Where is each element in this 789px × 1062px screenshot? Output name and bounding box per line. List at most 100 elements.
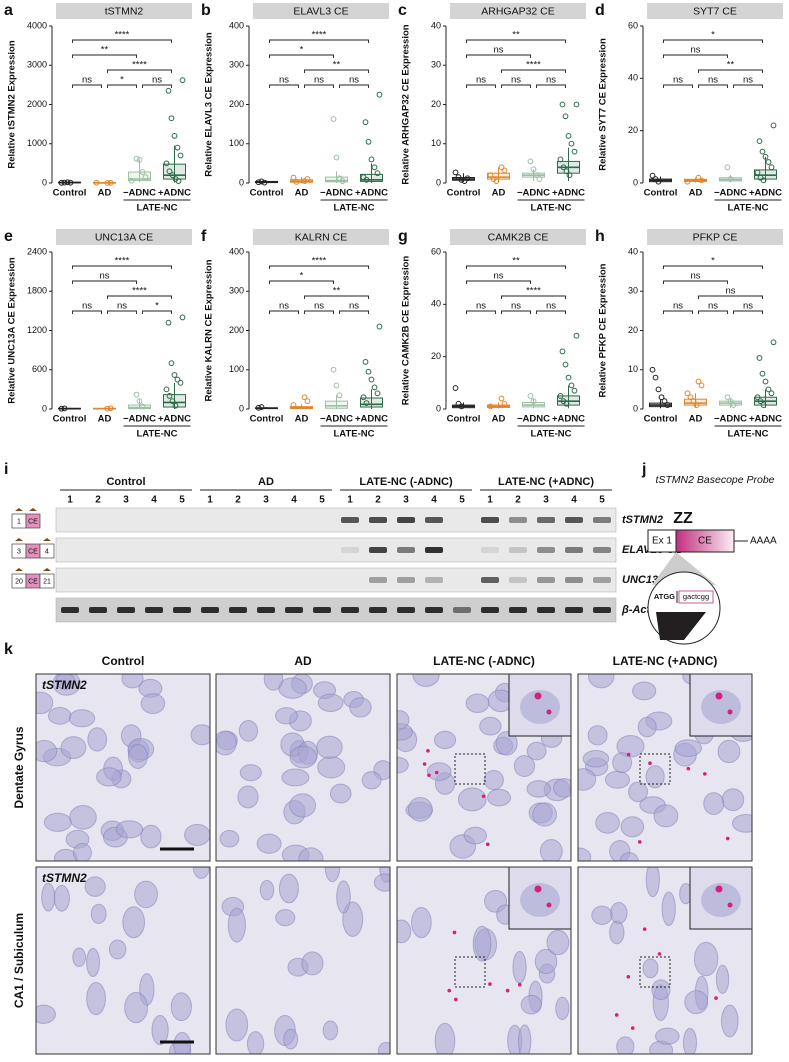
sig-bracket — [269, 310, 299, 314]
group-label: LATE-NC — [137, 203, 178, 214]
primer-arrow — [43, 568, 51, 571]
data-point — [301, 394, 308, 401]
data-point — [527, 393, 534, 399]
data-point — [649, 172, 656, 179]
nucleus — [124, 991, 149, 1024]
exon-label: 4 — [45, 548, 49, 555]
sig-bracket — [466, 39, 566, 43]
data-point — [365, 138, 372, 145]
nucleus — [225, 1008, 249, 1042]
nucleus — [216, 730, 237, 756]
y-tick-label: 0 — [633, 403, 638, 413]
chart-panel: b ELAVL3 CE Relative ELAVL3 CE Expression 0… — [201, 2, 389, 214]
y-tick-label: 400 — [229, 246, 244, 256]
data-point — [363, 176, 370, 183]
x-tick-label: −ADNC — [320, 188, 353, 199]
micrograph-frame — [396, 866, 572, 1055]
nucleus — [329, 783, 352, 804]
y-tick-label: 10 — [431, 138, 441, 148]
data-point — [360, 394, 367, 401]
nucleus — [637, 716, 657, 738]
sig-label: ** — [727, 60, 735, 71]
gel-strip — [55, 597, 617, 623]
nucleus — [47, 707, 72, 725]
gel-band — [145, 607, 163, 613]
nucleus — [259, 879, 275, 901]
nucleus — [651, 979, 671, 1001]
data-point — [565, 374, 572, 381]
micrograph-frame — [577, 673, 753, 862]
nucleus — [377, 1041, 390, 1054]
nucleus — [513, 755, 536, 778]
nucleus — [731, 813, 752, 833]
sig-label: ns — [673, 301, 683, 312]
sig-label: * — [300, 45, 304, 56]
data-point — [362, 359, 369, 365]
sig-bracket — [339, 310, 369, 314]
y-tick-label: 400 — [229, 20, 244, 30]
gel-band — [173, 607, 191, 613]
gel-band — [453, 607, 471, 613]
sig-bracket — [72, 280, 137, 284]
gel-band — [369, 577, 387, 583]
sig-bracket — [733, 310, 763, 314]
nucleus — [426, 762, 452, 781]
inset-dot — [727, 902, 733, 908]
y-tick-label: 200 — [229, 99, 244, 109]
data-point — [165, 87, 172, 94]
nucleus — [553, 778, 571, 798]
y-tick-label: 1000 — [27, 138, 47, 148]
data-point — [765, 386, 772, 393]
x-tick-label: Control — [644, 414, 678, 425]
nucleus — [479, 716, 502, 736]
y-tick-label: 100 — [229, 138, 244, 148]
nucleus — [517, 1024, 532, 1054]
inset-nucleus — [701, 883, 741, 917]
data-point — [293, 178, 300, 185]
rna-dot — [434, 770, 439, 775]
micrograph — [216, 867, 390, 1054]
gel-band — [509, 577, 527, 583]
y-axis-label: Relative UNC13A CE Expression — [7, 257, 18, 404]
rna-dot — [714, 996, 718, 1000]
data-point — [142, 174, 149, 181]
y-tick-label: 200 — [229, 325, 244, 335]
exon-label: 20 — [15, 578, 23, 585]
sig-bracket — [142, 310, 172, 314]
inset-dot — [534, 692, 542, 700]
gel-band — [537, 547, 555, 553]
data-point — [571, 148, 578, 155]
nucleus — [717, 739, 741, 764]
primer-arrow — [15, 538, 23, 541]
data-point — [760, 402, 767, 408]
data-point — [290, 174, 297, 181]
sig-label: ns — [511, 301, 521, 312]
sig-label: ** — [101, 45, 109, 56]
nucleus — [246, 1031, 265, 1054]
nucleus — [72, 947, 87, 968]
sig-bracket — [107, 84, 137, 88]
data-point — [139, 403, 146, 410]
data-point — [374, 170, 381, 177]
lane-number: 1 — [67, 495, 73, 506]
nucleus — [620, 816, 645, 838]
data-point — [168, 115, 175, 122]
data-point — [571, 387, 578, 394]
nucleus — [578, 847, 592, 861]
probe-zz: ZZ — [673, 510, 693, 527]
nucleus — [96, 767, 122, 787]
box — [128, 171, 151, 182]
nucleus — [86, 981, 106, 1016]
inset-nucleus — [701, 690, 741, 724]
nucleus — [336, 880, 351, 914]
nucleus — [36, 740, 58, 763]
nucleus — [546, 929, 570, 956]
sig-label: **** — [312, 30, 327, 41]
sig-label: **** — [132, 60, 147, 71]
sig-label: ns — [493, 271, 503, 282]
data-point — [770, 122, 777, 129]
sig-bracket — [304, 84, 334, 88]
inset-nucleus — [520, 883, 560, 917]
data-point — [684, 178, 691, 185]
rna-dot — [637, 840, 642, 844]
